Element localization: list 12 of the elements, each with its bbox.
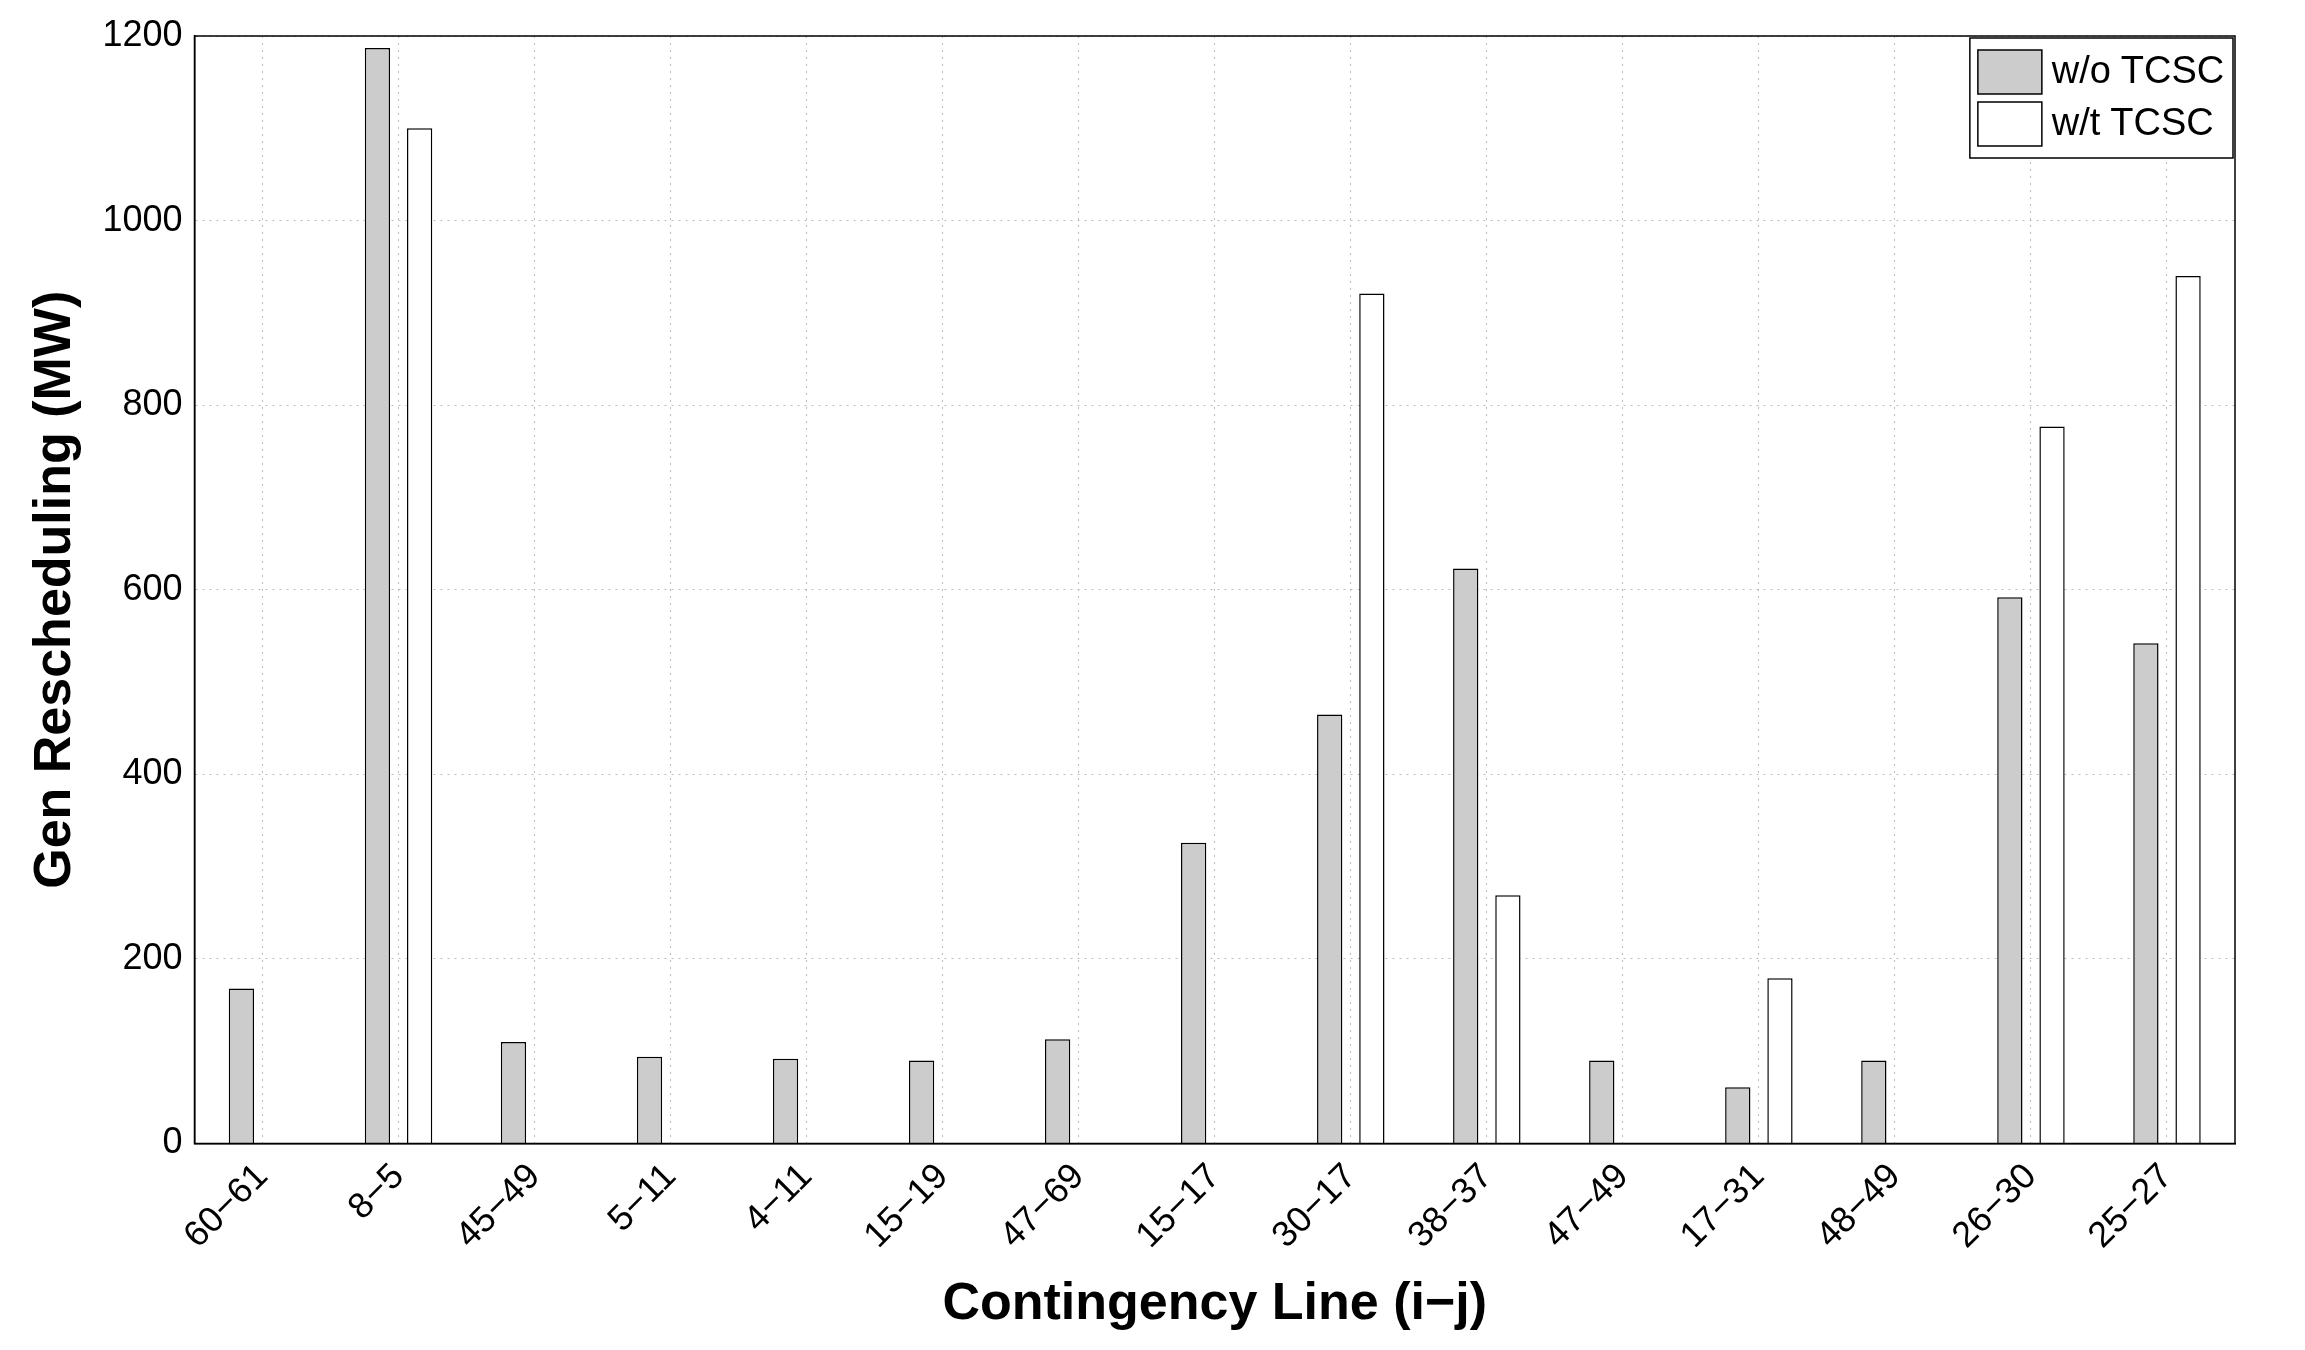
y-tick-label: 1000 bbox=[102, 197, 183, 239]
y-tick-label: 200 bbox=[122, 935, 183, 977]
y-tick-label: 400 bbox=[122, 751, 183, 793]
text: w/t TCSC bbox=[2050, 101, 2214, 144]
y-tick-label: 600 bbox=[122, 566, 183, 608]
y-tick-label: 800 bbox=[122, 382, 183, 424]
legend-label: w/o TCSC bbox=[2050, 49, 2225, 92]
y-tick-label: 0 bbox=[162, 1120, 183, 1162]
x-tick-label: 8−5 bbox=[339, 1154, 412, 1227]
y-axis-title: Gen Rescheduling (MW) bbox=[22, 290, 81, 889]
y-tick-label: 1200 bbox=[102, 12, 183, 54]
x-axis-title: Contingency Line (i−j) bbox=[942, 1272, 1488, 1331]
